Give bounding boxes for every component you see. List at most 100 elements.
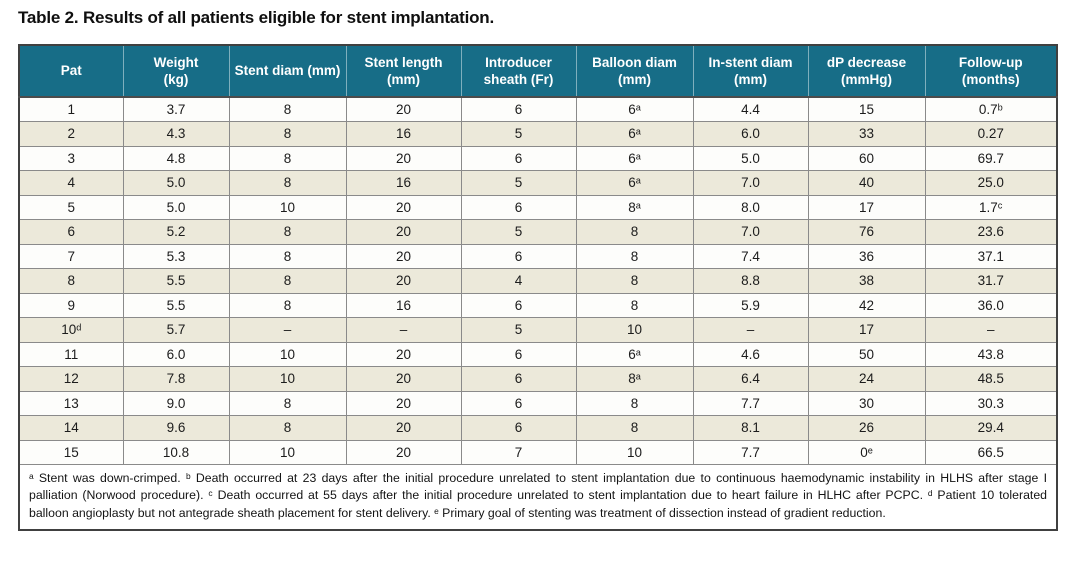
table-cell: 12 <box>18 366 124 392</box>
table-cell: 8 <box>228 121 347 147</box>
table-cell: 8 <box>575 243 694 269</box>
table-cell: 1.7ᶜ <box>924 194 1058 220</box>
table-cell: 5 <box>18 194 124 220</box>
header-row: Pat Weight (kg) Stent diam (mm) Stent lengt… <box>19 45 1057 98</box>
column-header: Stent diam (mm) <box>228 45 346 98</box>
table-row: 3 4.8 8 20 6 6ᵃ 5.0 60 69.7 <box>18 145 1058 171</box>
table-cell: 60 <box>807 145 926 171</box>
table-cell: 16 <box>345 121 462 147</box>
table-cell: 5 <box>460 317 577 343</box>
table-cell: 31.7 <box>924 268 1058 294</box>
table-cell: 7.0 <box>692 170 809 196</box>
table-cell: 6 <box>18 219 124 245</box>
table-cell: 16 <box>345 292 462 318</box>
table-cell: 10 <box>575 317 694 343</box>
table-cell: – <box>924 317 1058 343</box>
table-cell: 76 <box>807 219 926 245</box>
table-row: 14 9.6 8 20 6 8 8.1 26 29.4 <box>18 415 1058 441</box>
table-cell: 3.7 <box>122 96 230 122</box>
table-cell: 8 <box>228 268 347 294</box>
table-cell: 7 <box>18 243 124 269</box>
table-footer: ᵃ Stent was down-crimped. ᵇ Death occurr… <box>19 464 1057 531</box>
table-cell: 9.6 <box>122 415 230 441</box>
table-row: 1 3.7 8 20 6 6ᵃ 4.4 15 0.7ᵇ <box>18 96 1058 122</box>
column-header: Pat <box>19 45 123 98</box>
table-cell: 5.2 <box>122 219 230 245</box>
table-cell: 5.5 <box>122 292 230 318</box>
table-cell: 5 <box>460 219 577 245</box>
table-cell: 5 <box>460 170 577 196</box>
table-cell: 40 <box>807 170 926 196</box>
table-cell: 7 <box>460 439 577 465</box>
table-cell: 6ᵃ <box>575 170 694 196</box>
table-cell: 36 <box>807 243 926 269</box>
table-cell: 5.5 <box>122 268 230 294</box>
table-cell: 5.0 <box>692 145 809 171</box>
table-cell: 5.7 <box>122 317 230 343</box>
table-cell: 4.6 <box>692 341 809 367</box>
table-cell: 8 <box>228 415 347 441</box>
table-row: 15 10.8 10 20 7 10 7.7 0ᵉ 66.5 <box>18 439 1058 465</box>
table-cell: 69.7 <box>924 145 1058 171</box>
table-cell: 8 <box>228 292 347 318</box>
table-cell: 7.0 <box>692 219 809 245</box>
table-cell: 6.4 <box>692 366 809 392</box>
table-cell: 9 <box>18 292 124 318</box>
table-cell: 15 <box>807 96 926 122</box>
table-cell: 20 <box>345 268 462 294</box>
table-cell: 6 <box>460 415 577 441</box>
table-cell: 6ᵃ <box>575 145 694 171</box>
table-cell: 66.5 <box>924 439 1058 465</box>
table-cell: 4 <box>18 170 124 196</box>
table-cell: – <box>345 317 462 343</box>
table-cell: 37.1 <box>924 243 1058 269</box>
table-cell: 8 <box>575 268 694 294</box>
table-cell: 6 <box>460 145 577 171</box>
table-row: 4 5.0 8 16 5 6ᵃ 7.0 40 25.0 <box>18 170 1058 196</box>
table-cell: 8 <box>228 170 347 196</box>
table-cell: 36.0 <box>924 292 1058 318</box>
table-cell: 8.1 <box>692 415 809 441</box>
table-cell: 8 <box>228 145 347 171</box>
footnote-text: ᵃ Stent was down-crimped. ᵇ Death occurr… <box>19 464 1057 531</box>
table-cell: 6ᵃ <box>575 341 694 367</box>
column-header: In-stent diam (mm) <box>692 45 808 98</box>
table-cell: 10 <box>228 341 347 367</box>
table-cell: 10.8 <box>122 439 230 465</box>
table-cell: 16 <box>345 170 462 196</box>
table-cell: 3 <box>18 145 124 171</box>
table-cell: 6.0 <box>692 121 809 147</box>
table-cell: 17 <box>807 194 926 220</box>
table-row: 10ᵈ 5.7– –5 10–17– <box>18 317 1058 343</box>
table-cell: 20 <box>345 219 462 245</box>
table-cell: 20 <box>345 439 462 465</box>
table-cell: 25.0 <box>924 170 1058 196</box>
table-cell: 20 <box>345 243 462 269</box>
table-cell: 8 <box>575 219 694 245</box>
table-cell: 20 <box>345 96 462 122</box>
table-cell: 6 <box>460 96 577 122</box>
table-cell: 8ᵃ <box>575 194 694 220</box>
table-cell: 6 <box>460 366 577 392</box>
table-cell: 10 <box>228 366 347 392</box>
table-cell: 4.8 <box>122 145 230 171</box>
table-cell: 0.7ᵇ <box>924 96 1058 122</box>
table-cell: 20 <box>345 194 462 220</box>
table-cell: 7.7 <box>692 439 809 465</box>
table-cell: 6ᵃ <box>575 121 694 147</box>
table-cell: 33 <box>807 121 926 147</box>
table-cell: 24 <box>807 366 926 392</box>
table-row: 8 5.5 8 20 4 8 8.8 38 31.7 <box>18 268 1058 294</box>
table-cell: 6 <box>460 194 577 220</box>
table-row: 12 7.8 10 20 6 8ᵃ 6.4 24 48.5 <box>18 366 1058 392</box>
table-title: Table 2. Results of all patients eligibl… <box>18 8 494 27</box>
table-row: 5 5.0 10 20 6 8ᵃ 8.0 17 1.7ᶜ <box>18 194 1058 220</box>
table-cell: 5.3 <box>122 243 230 269</box>
column-header: Follow-up (months) <box>924 45 1057 98</box>
table-cell: 4.3 <box>122 121 230 147</box>
table-cell: 10 <box>575 439 694 465</box>
footnote-row: ᵃ Stent was down-crimped. ᵇ Death occurr… <box>19 464 1057 531</box>
table-cell: 8 <box>228 390 347 416</box>
table-row: 7 5.3 8 20 6 8 7.4 36 37.1 <box>18 243 1058 269</box>
